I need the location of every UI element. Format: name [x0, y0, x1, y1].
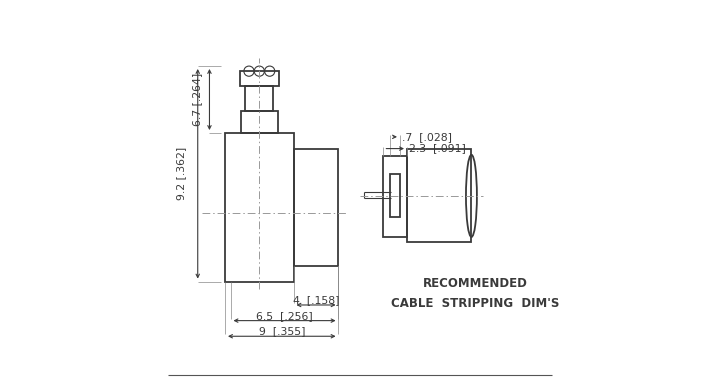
Bar — [225, 133, 294, 282]
Text: 2.3  [.091]: 2.3 [.091] — [409, 143, 466, 154]
Text: 9.2 [.362]: 9.2 [.362] — [176, 147, 186, 201]
Bar — [384, 156, 407, 237]
Text: .7  [.028]: .7 [.028] — [402, 132, 452, 142]
Text: 9  [.355]: 9 [.355] — [258, 326, 305, 337]
Bar — [240, 111, 278, 133]
Bar — [246, 86, 273, 111]
Text: CABLE  STRIPPING  DIM'S: CABLE STRIPPING DIM'S — [391, 296, 559, 310]
Bar — [407, 149, 472, 242]
Text: 6.5  [.256]: 6.5 [.256] — [256, 311, 313, 321]
Text: RECOMMENDED: RECOMMENDED — [423, 277, 528, 290]
Bar — [390, 174, 400, 217]
Text: 4  [.158]: 4 [.158] — [293, 295, 339, 305]
Text: 6.7 [.264]: 6.7 [.264] — [192, 73, 202, 126]
Bar — [294, 149, 338, 266]
Bar — [240, 71, 279, 86]
